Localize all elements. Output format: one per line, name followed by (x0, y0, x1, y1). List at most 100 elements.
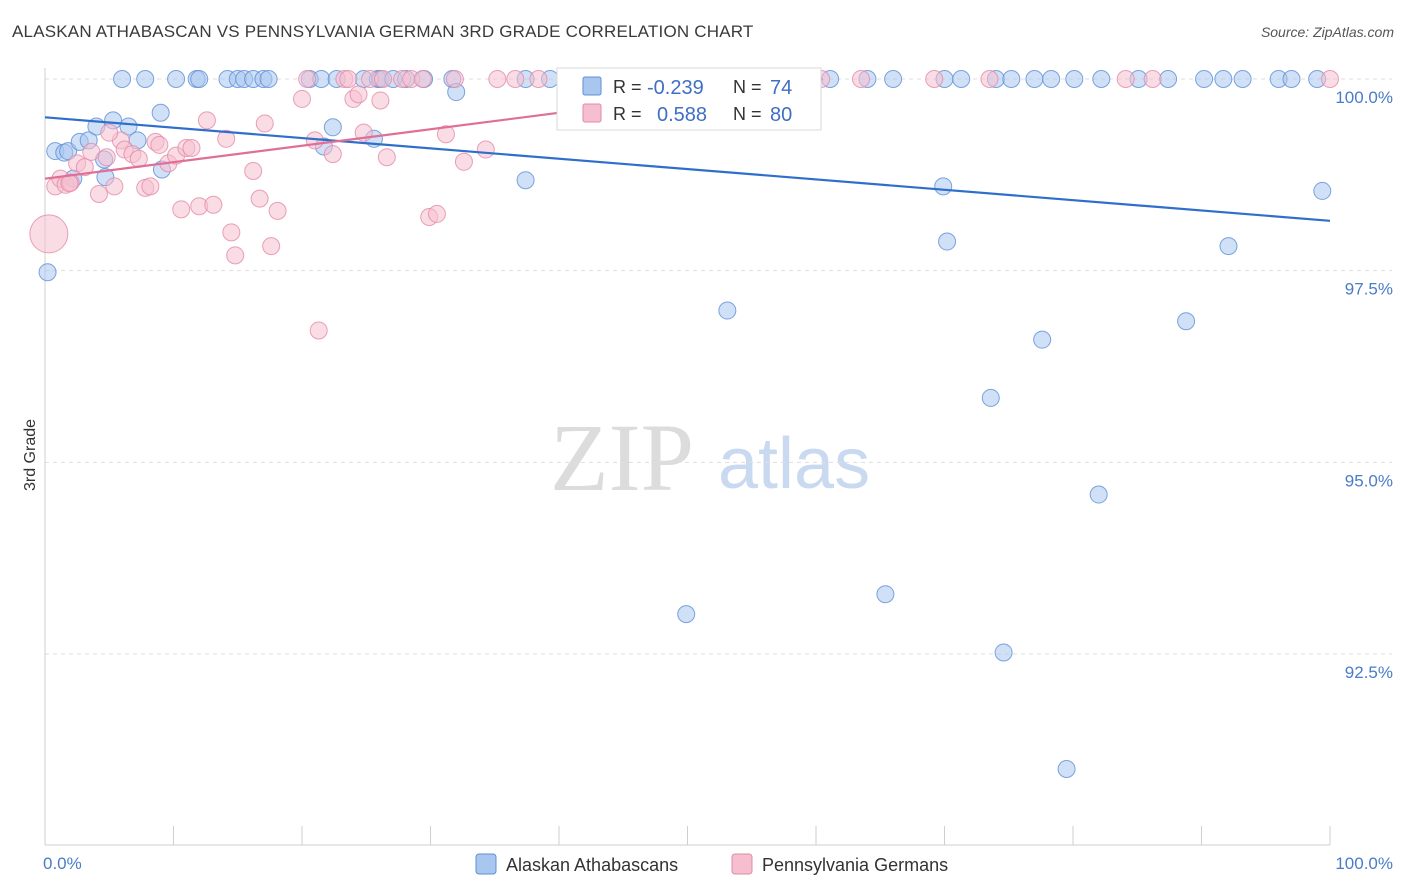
stats-n-value-1: 74 (770, 77, 792, 99)
pennsylvania-point (507, 71, 524, 88)
pennsylvania-point (30, 215, 68, 253)
pennsylvania-point (198, 112, 215, 129)
athabascan-point (953, 71, 970, 88)
pennsylvania-point (530, 71, 547, 88)
watermark-zip: ZIP (550, 404, 694, 511)
pennsylvania-point (1322, 71, 1339, 88)
pennsylvania-point (1144, 71, 1161, 88)
athabascan-point (1178, 313, 1195, 330)
pennsylvania-point (340, 71, 357, 88)
pennsylvania-point (98, 149, 115, 166)
pennsylvania-point (372, 92, 389, 109)
legend-label-athabascan: Alaskan Athabascans (506, 855, 678, 875)
pennsylvania-point (446, 71, 463, 88)
stats-n-value-2: 80 (770, 104, 792, 126)
y-tick-label: 97.5% (1345, 280, 1393, 299)
pennsylvania-point (205, 196, 222, 213)
stats-n-label-2: N = (733, 104, 762, 124)
pennsylvania-point (256, 115, 273, 132)
y-tick-label: 100.0% (1335, 88, 1393, 107)
athabascan-point (1034, 331, 1051, 348)
athabascan-point (1283, 71, 1300, 88)
pennsylvania-point (477, 141, 494, 158)
pennsylvania-point (294, 90, 311, 107)
athabascan-point (260, 71, 277, 88)
athabascan-point (995, 644, 1012, 661)
athabascan-point (191, 71, 208, 88)
stats-legend: R = -0.239 N = 74 R = 0.588 N = 80 (557, 68, 821, 130)
athabascan-point (1196, 71, 1213, 88)
athabascan-point (1026, 71, 1043, 88)
athabascan-point (877, 586, 894, 603)
pennsylvania-point (489, 71, 506, 88)
y-tick-label: 92.5% (1345, 663, 1393, 682)
athabascan-point (719, 302, 736, 319)
athabascan-point (1003, 71, 1020, 88)
pennsylvania-point (378, 149, 395, 166)
athabascan-point (939, 233, 956, 250)
pennsylvania-point (227, 247, 244, 264)
x-tick-label-min: 0.0% (43, 854, 82, 873)
pennsylvania-point (106, 178, 123, 195)
athabascan-point (39, 264, 56, 281)
athabascan-point (1043, 71, 1060, 88)
legend-swatch-pennsylvania (732, 854, 752, 874)
pennsylvania-point (223, 224, 240, 241)
pennsylvania-point (251, 190, 268, 207)
stats-r-label-2: R = (613, 104, 642, 124)
athabascan-point (114, 71, 131, 88)
stats-r-value-2: 0.588 (657, 104, 707, 126)
pennsylvania-point (90, 186, 107, 203)
pennsylvania-point (350, 86, 367, 103)
pennsylvania-point (151, 136, 168, 153)
pennsylvania-point (245, 163, 262, 180)
pennsylvania-point (130, 150, 147, 167)
athabascan-point (1066, 71, 1083, 88)
stats-r-value-1: -0.239 (647, 77, 704, 99)
athabascan-point (1314, 182, 1331, 199)
athabascan-point (678, 606, 695, 623)
pennsylvania-point (183, 140, 200, 157)
athabascan-point (168, 71, 185, 88)
pennsylvania-point (374, 71, 391, 88)
pennsylvania-point (324, 146, 341, 163)
athabascan-point (1234, 71, 1251, 88)
athabascan-point (137, 71, 154, 88)
athabascan-point (1160, 71, 1177, 88)
pennsylvania-point (299, 71, 316, 88)
trend-line-athabascan (45, 117, 1330, 220)
athabascan-point (1220, 238, 1237, 255)
pennsylvania-point (981, 71, 998, 88)
athabascan-point (982, 389, 999, 406)
pennsylvania-point (926, 71, 943, 88)
pennsylvania-point (142, 178, 159, 195)
athabascan-point (885, 71, 902, 88)
pennsylvania-point (414, 71, 431, 88)
pennsylvania-point (101, 124, 118, 141)
stats-swatch-athabascan (583, 77, 601, 95)
stats-swatch-pennsylvania (583, 104, 601, 122)
athabascan-point (1215, 71, 1232, 88)
athabascan-point (1093, 71, 1110, 88)
pennsylvania-point (263, 238, 280, 255)
legend-swatch-athabascan (476, 854, 496, 874)
athabascan-point (152, 104, 169, 121)
pennsylvania-point (852, 71, 869, 88)
athabascan-point (517, 172, 534, 189)
bottom-legend: Alaskan Athabascans Pennsylvania Germans (476, 854, 948, 875)
athabascan-point (935, 178, 952, 195)
x-tick-label-max: 100.0% (1335, 854, 1393, 873)
athabascan-point (1058, 761, 1075, 778)
athabascan-point (1090, 486, 1107, 503)
pennsylvania-point (455, 153, 472, 170)
pennsylvania-point (83, 143, 100, 160)
y-tick-label: 95.0% (1345, 471, 1393, 490)
scatter-chart: ZIP atlas 100.0% 97.5% 95.0% 92.5% 0.0% 100.0… (0, 0, 1406, 892)
legend-label-pennsylvania: Pennsylvania Germans (762, 855, 948, 875)
stats-r-label-1: R = (613, 77, 642, 97)
watermark-atlas: atlas (718, 424, 870, 504)
stats-n-label-1: N = (733, 77, 762, 97)
pennsylvania-point (428, 205, 445, 222)
pennsylvania-point (1117, 71, 1134, 88)
y-axis-label: 3rd Grade (22, 419, 39, 491)
